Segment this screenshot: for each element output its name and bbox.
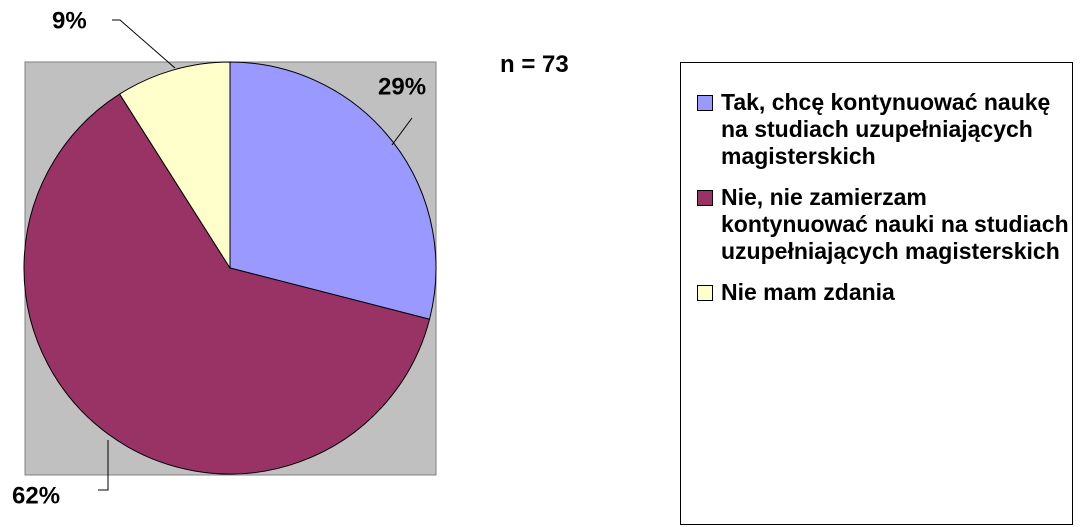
legend-item: Nie mam zdania — [697, 279, 1072, 306]
data-label: 9% — [52, 7, 87, 34]
legend-swatch — [697, 95, 713, 111]
leader-line — [98, 440, 109, 491]
legend: Tak, chcę kontynuować naukę na studiach … — [680, 62, 1073, 525]
pie-slice — [229, 61, 437, 320]
pie-slice — [118, 61, 231, 270]
legend-item: Nie, nie zamierzam kontynuować nauki na … — [697, 184, 1072, 265]
pie-slice — [23, 93, 431, 475]
leader-line — [391, 117, 413, 146]
data-label: 29% — [378, 73, 426, 100]
leader-line — [112, 19, 176, 69]
data-label: 62% — [12, 482, 60, 509]
legend-item: Tak, chcę kontynuować naukę na studiach … — [697, 89, 1072, 170]
legend-swatch — [697, 190, 713, 206]
legend-swatch — [697, 285, 713, 301]
annotation: n = 73 — [500, 51, 569, 78]
legend-label: Nie, nie zamierzam kontynuować nauki na … — [721, 184, 1069, 264]
legend-label: Nie mam zdania — [721, 279, 895, 305]
legend-label: Tak, chcę kontynuować naukę na studiach … — [721, 89, 1051, 169]
